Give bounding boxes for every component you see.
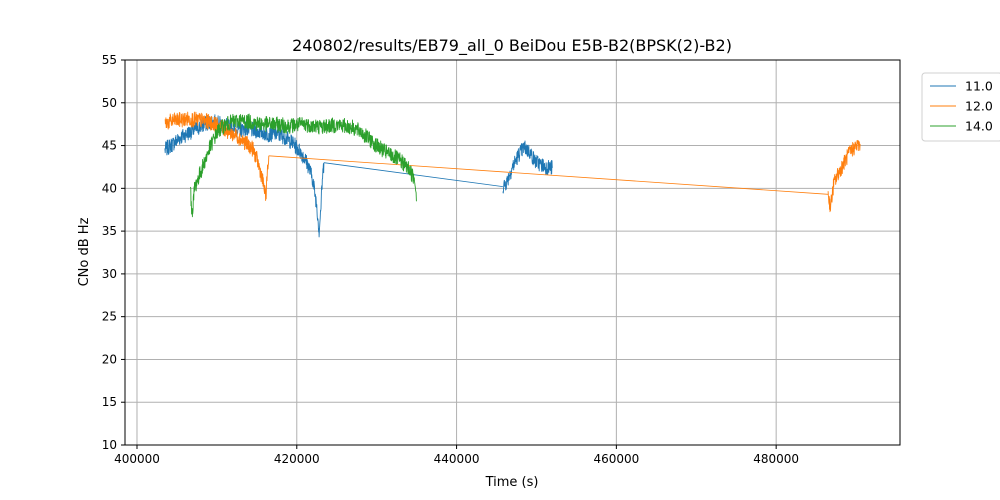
x-tick-label: 400000 [114, 452, 160, 466]
x-tick-label: 440000 [434, 452, 480, 466]
legend-entry: 12.0 [965, 99, 993, 114]
series-line-14.0 [190, 113, 417, 218]
y-tick-label: 40 [102, 181, 117, 195]
y-axis-label: CNo dB Hz [77, 217, 92, 286]
y-tick-label: 20 [102, 352, 117, 366]
y-tick-label: 55 [102, 53, 117, 67]
series-group [164, 111, 861, 238]
x-tick-label: 460000 [593, 452, 639, 466]
x-axis-label: Time (s) [485, 475, 539, 490]
series-line-12.0 [268, 155, 829, 195]
y-tick-label: 25 [102, 310, 117, 324]
axis-ticks: 400000 420000 440000 460000 480000 10 15 20 25 30… [102, 53, 799, 466]
plot-area [124, 59, 901, 446]
series-line-11.0 [164, 114, 325, 238]
y-tick-label: 45 [102, 139, 117, 153]
series-line-12.0 [164, 111, 270, 201]
x-tick-label: 480000 [753, 452, 799, 466]
y-tick-label: 35 [102, 224, 117, 238]
chart-title: 240802/results/EB79_all_0 BeiDou E5B-B2(… [292, 36, 732, 56]
y-tick-label: 15 [102, 395, 117, 409]
x-tick-label: 420000 [274, 452, 320, 466]
legend-entry: 11.0 [965, 79, 993, 94]
legend: 11.0 12.0 14.0 [921, 72, 1000, 142]
y-tick-label: 10 [102, 438, 117, 452]
legend-entry: 14.0 [965, 119, 993, 134]
y-tick-label: 50 [102, 96, 117, 110]
y-tick-label: 30 [102, 267, 117, 281]
legend-box [921, 72, 1000, 142]
series-line-11.0 [502, 140, 553, 194]
series-line-12.0 [827, 139, 861, 213]
